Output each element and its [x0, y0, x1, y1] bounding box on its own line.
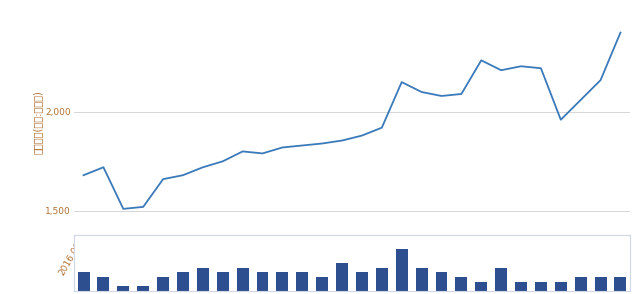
Bar: [97, 277, 109, 291]
Bar: [456, 277, 467, 291]
Bar: [495, 268, 507, 291]
Bar: [217, 272, 228, 291]
Bar: [237, 268, 248, 291]
Bar: [316, 277, 328, 291]
Bar: [595, 277, 607, 291]
Bar: [396, 249, 408, 291]
Bar: [257, 272, 269, 291]
Y-axis label: 거래금액(단위:백만원): 거래금액(단위:백만원): [32, 90, 42, 153]
Bar: [376, 268, 388, 291]
Bar: [157, 277, 169, 291]
Bar: [575, 277, 587, 291]
Bar: [515, 282, 527, 291]
Bar: [415, 268, 428, 291]
Bar: [535, 282, 547, 291]
Bar: [77, 272, 90, 291]
Bar: [614, 277, 627, 291]
Bar: [276, 272, 289, 291]
Bar: [137, 286, 149, 291]
Bar: [435, 272, 447, 291]
Bar: [476, 282, 487, 291]
Bar: [336, 263, 348, 291]
Bar: [296, 272, 308, 291]
Bar: [117, 286, 129, 291]
Bar: [177, 272, 189, 291]
Bar: [356, 272, 368, 291]
Bar: [197, 268, 209, 291]
Bar: [555, 282, 567, 291]
